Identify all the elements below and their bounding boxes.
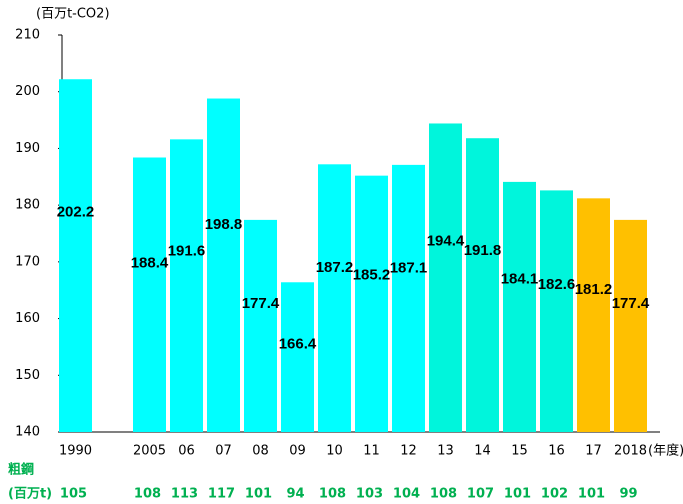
bar [244, 219, 277, 432]
steel-value: 104 [393, 487, 420, 502]
data-label: 181.2 [575, 281, 613, 298]
y-tick-label: 210 [15, 28, 40, 43]
data-label: 191.8 [464, 242, 502, 259]
x-tick-label: 09 [289, 444, 306, 459]
data-label: 191.6 [168, 243, 206, 260]
x-tick-label: 06 [178, 444, 195, 459]
bar [466, 138, 499, 432]
bar [318, 164, 351, 432]
y-tick-label: 180 [15, 198, 40, 213]
bar [281, 282, 314, 432]
steel-value: 113 [171, 487, 198, 502]
steel-value: 101 [245, 487, 272, 502]
bar [540, 190, 573, 432]
y-axis-title: (百万t-CO2) [36, 7, 110, 22]
bar [207, 98, 240, 433]
data-label: 202.2 [57, 204, 95, 221]
x-tick-label: 11 [363, 444, 380, 459]
bar [614, 219, 647, 432]
data-label: 198.8 [205, 216, 243, 233]
steel-value: 107 [467, 487, 494, 502]
x-tick-label: 2005 [133, 444, 166, 459]
data-label: 177.4 [612, 295, 650, 312]
data-label: 188.4 [131, 255, 169, 272]
bar [133, 157, 166, 432]
x-tick-label: 15 [511, 444, 528, 459]
y-tick-label: 200 [15, 84, 40, 99]
bar [392, 164, 425, 432]
steel-value: 101 [578, 487, 605, 502]
data-label: 182.6 [538, 276, 576, 293]
steel-value: 94 [286, 487, 304, 502]
steel-value: 99 [619, 487, 637, 502]
bar [355, 175, 388, 432]
x-tick-label: 07 [215, 444, 232, 459]
x-tick-label: 14 [474, 444, 491, 459]
steel-title: 粗鋼 [8, 462, 34, 478]
steel-value: 108 [134, 487, 161, 502]
data-label: 166.4 [279, 336, 317, 353]
x-tick-label: 16 [548, 444, 565, 459]
data-label: 187.1 [390, 259, 428, 276]
y-tick-label: 190 [15, 141, 40, 156]
y-tick-label: 170 [15, 254, 40, 269]
steel-value: 117 [208, 487, 235, 502]
y-tick-label: 160 [15, 311, 40, 326]
steel-value: 103 [356, 487, 383, 502]
bar [59, 79, 92, 432]
data-label: 177.4 [242, 295, 280, 312]
bar [429, 123, 462, 432]
x-tick-label: 08 [252, 444, 269, 459]
x-tick-label: 13 [437, 444, 454, 459]
x-tick-label: 10 [326, 444, 343, 459]
bar [577, 198, 610, 432]
data-label: 185.2 [353, 266, 391, 283]
x-tick-label: 1990 [59, 444, 92, 459]
data-label: 187.2 [316, 259, 354, 276]
steel-unit: (百万t) [8, 487, 52, 502]
x-tick-label: 2018 [614, 444, 647, 459]
x-axis-title: (年度) [648, 443, 683, 459]
x-tick-label: 12 [400, 444, 417, 459]
steel-value: 105 [60, 487, 87, 502]
bar [503, 181, 536, 432]
steel-value: 108 [319, 487, 346, 502]
y-tick-label: 140 [15, 425, 40, 440]
data-label: 194.4 [427, 232, 465, 249]
bar [170, 139, 203, 432]
steel-value: 102 [541, 487, 568, 502]
steel-value: 101 [504, 487, 531, 502]
steel-value: 108 [430, 487, 457, 502]
y-tick-label: 150 [15, 368, 40, 383]
x-tick-label: 17 [585, 444, 602, 459]
data-label: 184.1 [501, 270, 539, 287]
